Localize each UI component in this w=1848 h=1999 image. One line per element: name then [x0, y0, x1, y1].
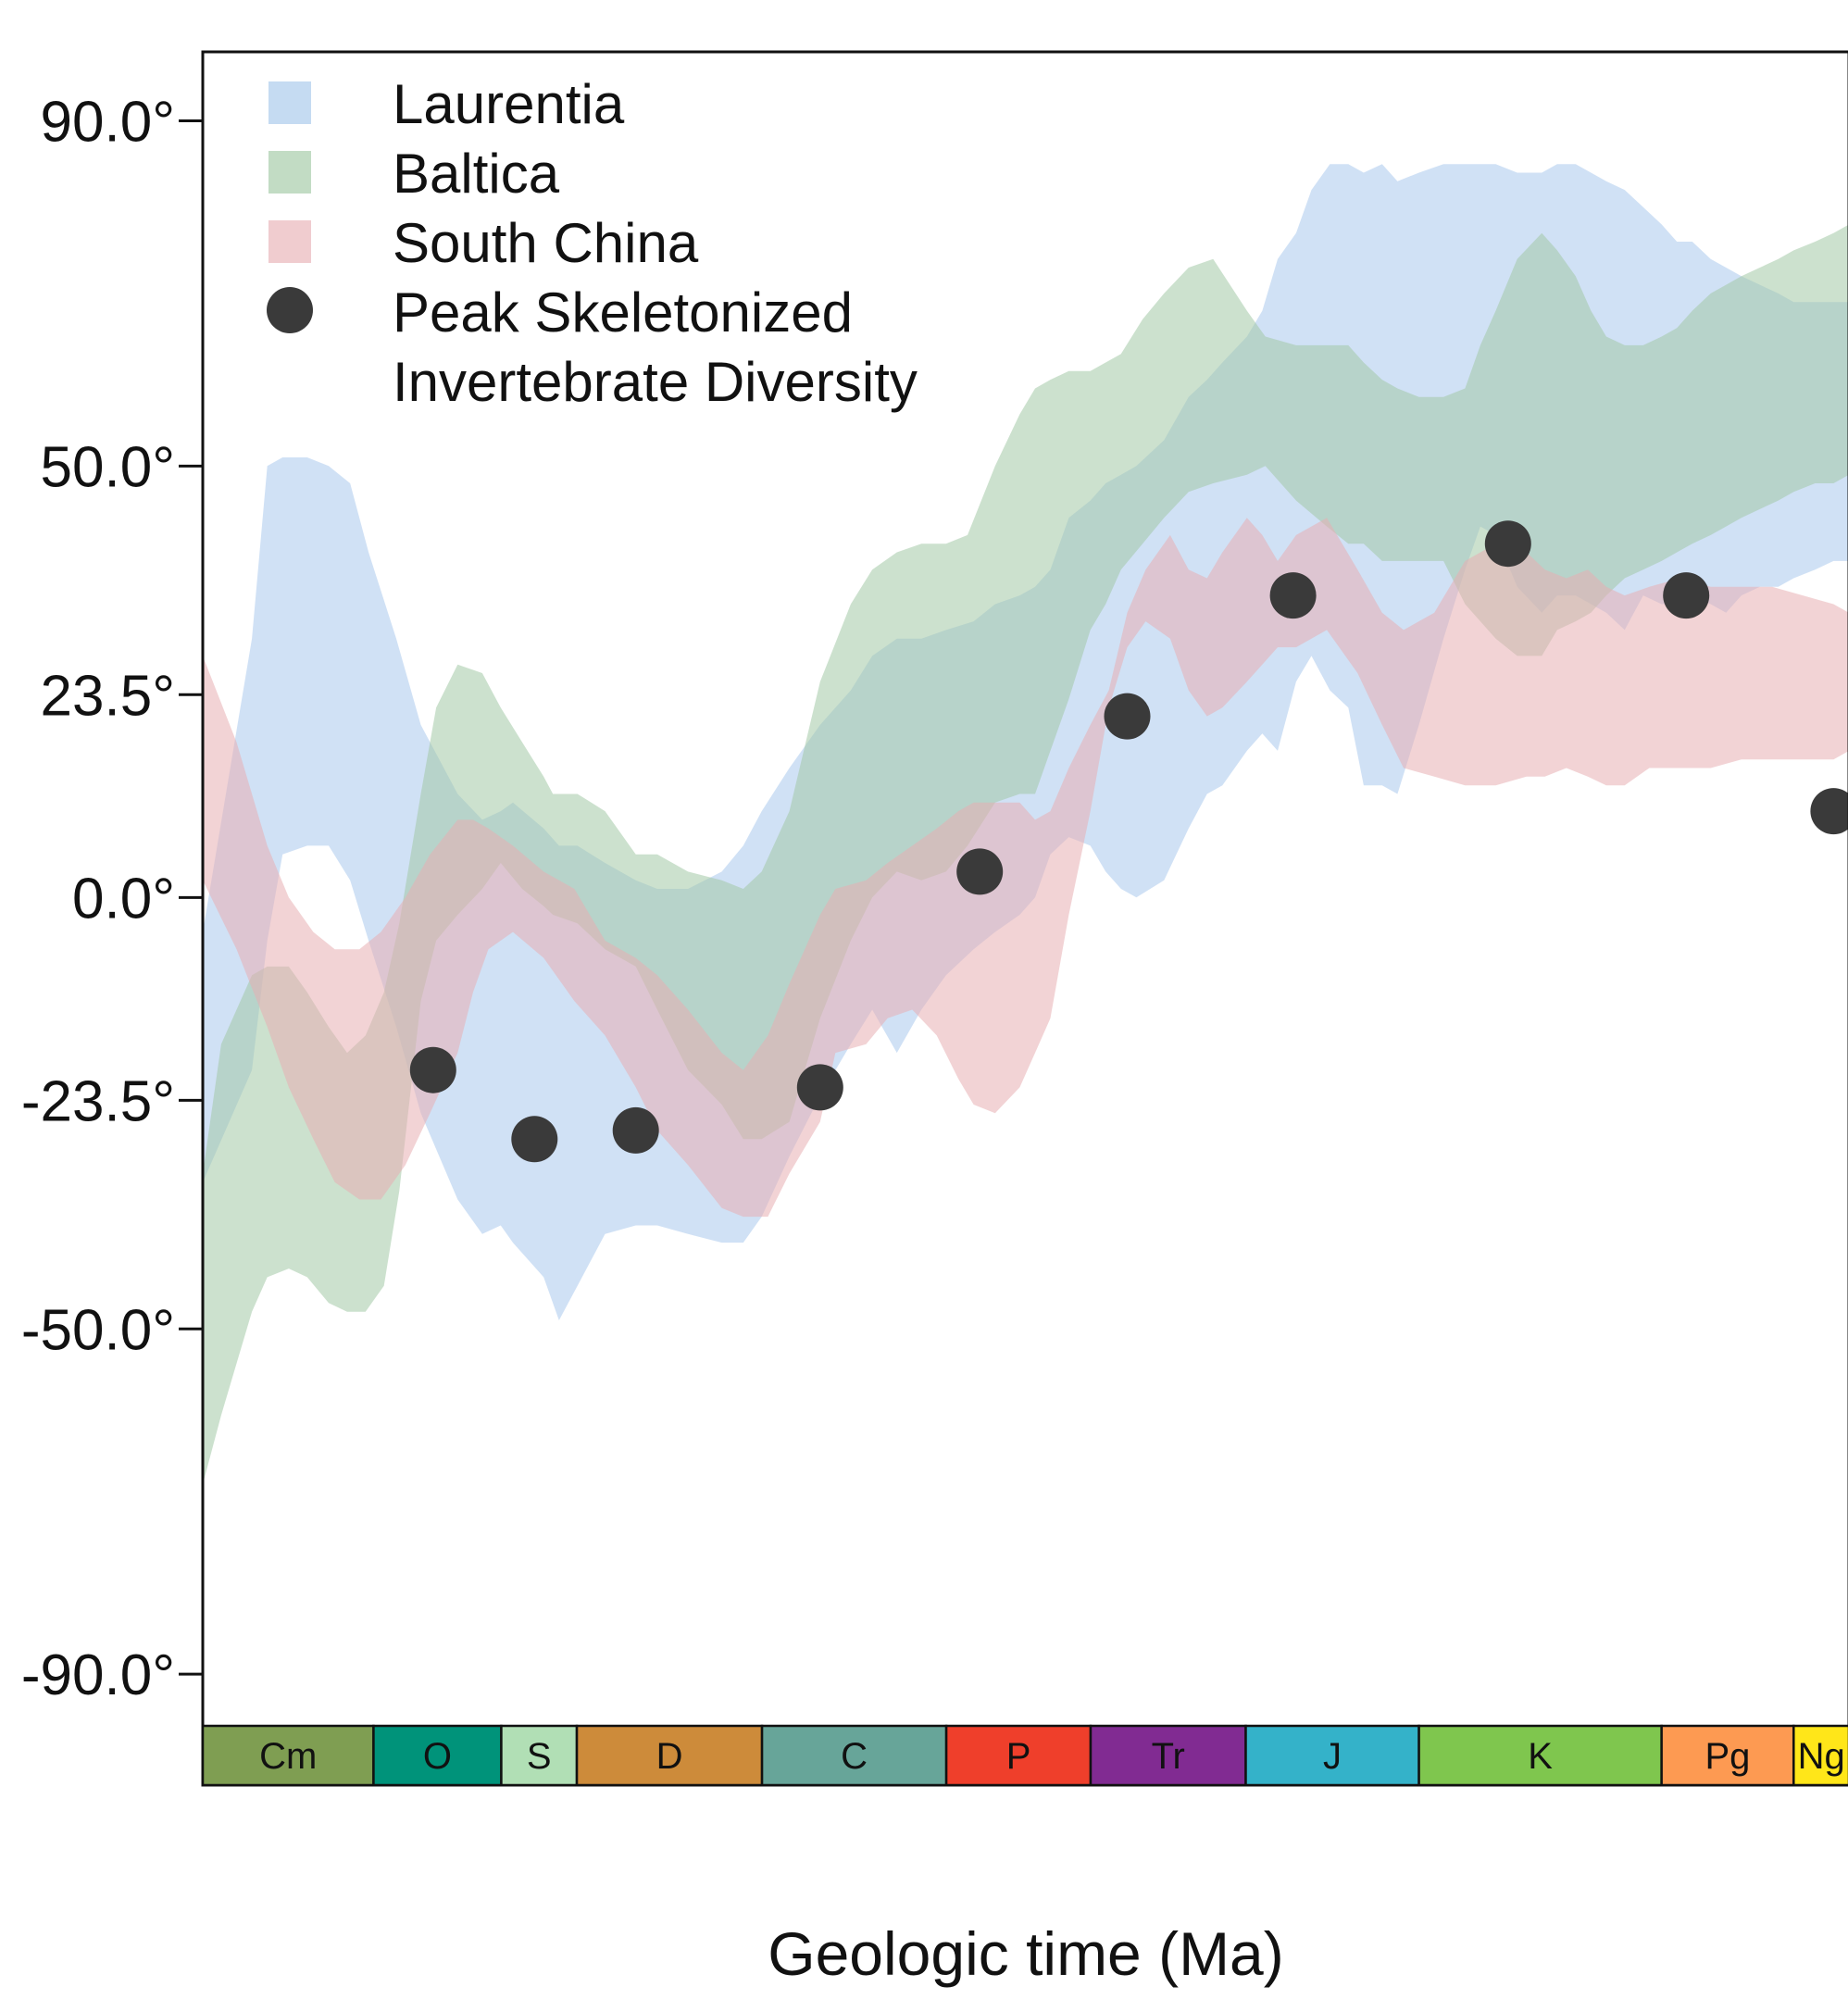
- legend-label-peak-skeletonized-line2: Invertebrate Diversity: [393, 351, 918, 413]
- period-k-label: K: [1528, 1736, 1553, 1777]
- legend-swatch-baltica: [268, 151, 311, 194]
- period-c-label: C: [841, 1736, 868, 1777]
- legend-marker-peak-skeletonized: [267, 287, 313, 333]
- period-j-cell: [1244, 1724, 1420, 1787]
- south-china-band: [203, 518, 1848, 1218]
- diversity-point: [1484, 520, 1531, 568]
- period-d-label: D: [656, 1736, 683, 1777]
- diversity-point: [1663, 572, 1710, 619]
- period-c-cell: [760, 1724, 948, 1787]
- period-p-cell: [944, 1724, 1093, 1787]
- period-tr-label: Tr: [1152, 1736, 1185, 1777]
- legend: Laurentia Baltica South China Peak Skeleton…: [267, 73, 918, 413]
- legend-swatch-south-china: [268, 220, 311, 263]
- period-ng-label: Ng: [1798, 1736, 1845, 1777]
- period-d-cell: [575, 1724, 764, 1787]
- y-tick-label: -23.5°: [21, 1069, 175, 1133]
- diversity-point: [511, 1116, 558, 1163]
- period-pg-label: Pg: [1705, 1736, 1751, 1777]
- y-tick-label: 90.0°: [41, 91, 175, 155]
- y-tick-label: -50.0°: [21, 1298, 175, 1362]
- period-ng-cell: [1792, 1724, 1848, 1787]
- diversity-points: [409, 520, 1848, 1163]
- diversity-point: [1810, 788, 1848, 835]
- legend-swatch-laurentia: [268, 81, 311, 124]
- period-cm-cell: [201, 1724, 375, 1787]
- geologic-period-bar: Cm O S D C P Tr J K Pg Ng: [201, 1724, 1848, 1787]
- y-tick-label: 50.0°: [41, 435, 175, 499]
- legend-label-peak-skeletonized: Peak Skeletonized: [393, 281, 853, 344]
- diversity-point: [796, 1064, 843, 1111]
- period-k-cell: [1417, 1724, 1663, 1787]
- y-tick-label: -90.0°: [21, 1643, 175, 1707]
- y-tick-label: 0.0°: [72, 867, 175, 931]
- y-axis: 90.0° 50.0° 23.5° 0.0° -23.5° -50.0° -90.0°: [21, 91, 203, 1707]
- period-cm-label: Cm: [259, 1736, 317, 1777]
- period-o-label: O: [423, 1736, 452, 1777]
- diversity-point: [1104, 693, 1151, 740]
- diversity-point: [409, 1046, 456, 1093]
- period-p-label: P: [1006, 1736, 1031, 1777]
- diversity-point: [612, 1106, 659, 1154]
- period-o-cell: [372, 1724, 503, 1787]
- period-j-label: J: [1323, 1736, 1342, 1777]
- period-s-label: S: [527, 1736, 552, 1777]
- diversity-point: [1269, 572, 1317, 619]
- y-tick-label: 23.5°: [41, 664, 175, 728]
- legend-label-south-china: South China: [393, 212, 699, 274]
- baltica-band: [203, 224, 1848, 1485]
- legend-label-laurentia: Laurentia: [393, 73, 625, 135]
- period-tr-cell: [1089, 1724, 1247, 1787]
- latitude-bands: [203, 164, 1848, 1485]
- x-axis-title: Geologic time (Ma): [768, 1919, 1284, 1988]
- legend-label-baltica: Baltica: [393, 143, 560, 205]
- diversity-point: [956, 848, 1004, 895]
